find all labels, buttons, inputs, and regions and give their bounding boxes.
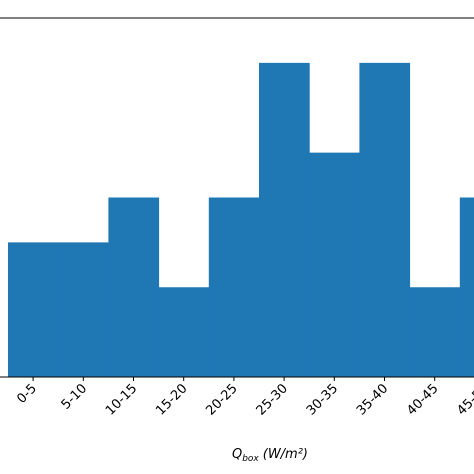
bar [259,62,310,377]
bar [359,62,411,377]
bar [58,242,109,377]
x-tick-label: 10-15 [103,381,140,418]
x-tick-label: 45-50 [454,381,474,418]
x-axis-label: Qbox (W/m²) [232,447,308,464]
x-tick-label: 5-10 [59,381,90,412]
bar [158,287,210,377]
bar [8,242,59,377]
bar [309,152,360,377]
x-label-subscript: box [242,454,259,464]
x-tick-label: 25-30 [254,381,291,418]
x-tick-label: 35-40 [354,381,391,418]
bar [409,287,461,377]
x-label-unit: (W/m²) [263,447,308,462]
x-tick-label: 20-25 [203,381,240,418]
x-label-symbol: Q [232,447,242,462]
x-tick-label: 15-20 [153,381,190,418]
bar [459,197,474,377]
x-tick-label: 40-45 [404,381,441,418]
bar [108,197,160,377]
bar [208,197,260,377]
x-tick-label: 0-5 [14,381,40,407]
x-tick-label: 30-35 [304,381,341,418]
